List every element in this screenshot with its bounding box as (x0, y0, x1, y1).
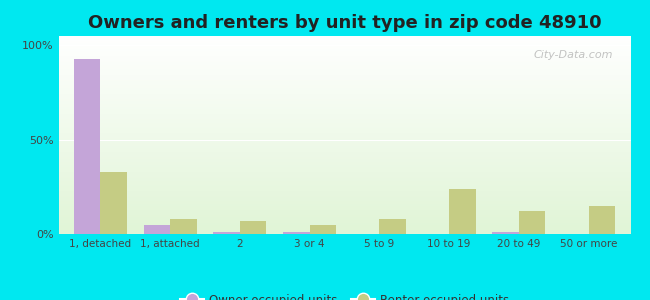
Bar (449, 189, 476, 234)
Bar (100, 172, 127, 234)
Legend: Owner occupied units, Renter occupied units: Owner occupied units, Renter occupied un… (176, 289, 514, 300)
Text: City-Data.com: City-Data.com (534, 50, 614, 60)
Bar (74, 58, 100, 234)
Bar (144, 225, 170, 234)
Bar (283, 232, 309, 234)
Bar (380, 219, 406, 234)
Bar (589, 206, 615, 234)
Bar (170, 219, 196, 234)
Bar (213, 232, 240, 234)
Bar (240, 221, 266, 234)
Bar (493, 232, 519, 234)
Bar (309, 225, 336, 234)
Title: Owners and renters by unit type in zip code 48910: Owners and renters by unit type in zip c… (88, 14, 601, 32)
Bar (519, 212, 545, 234)
